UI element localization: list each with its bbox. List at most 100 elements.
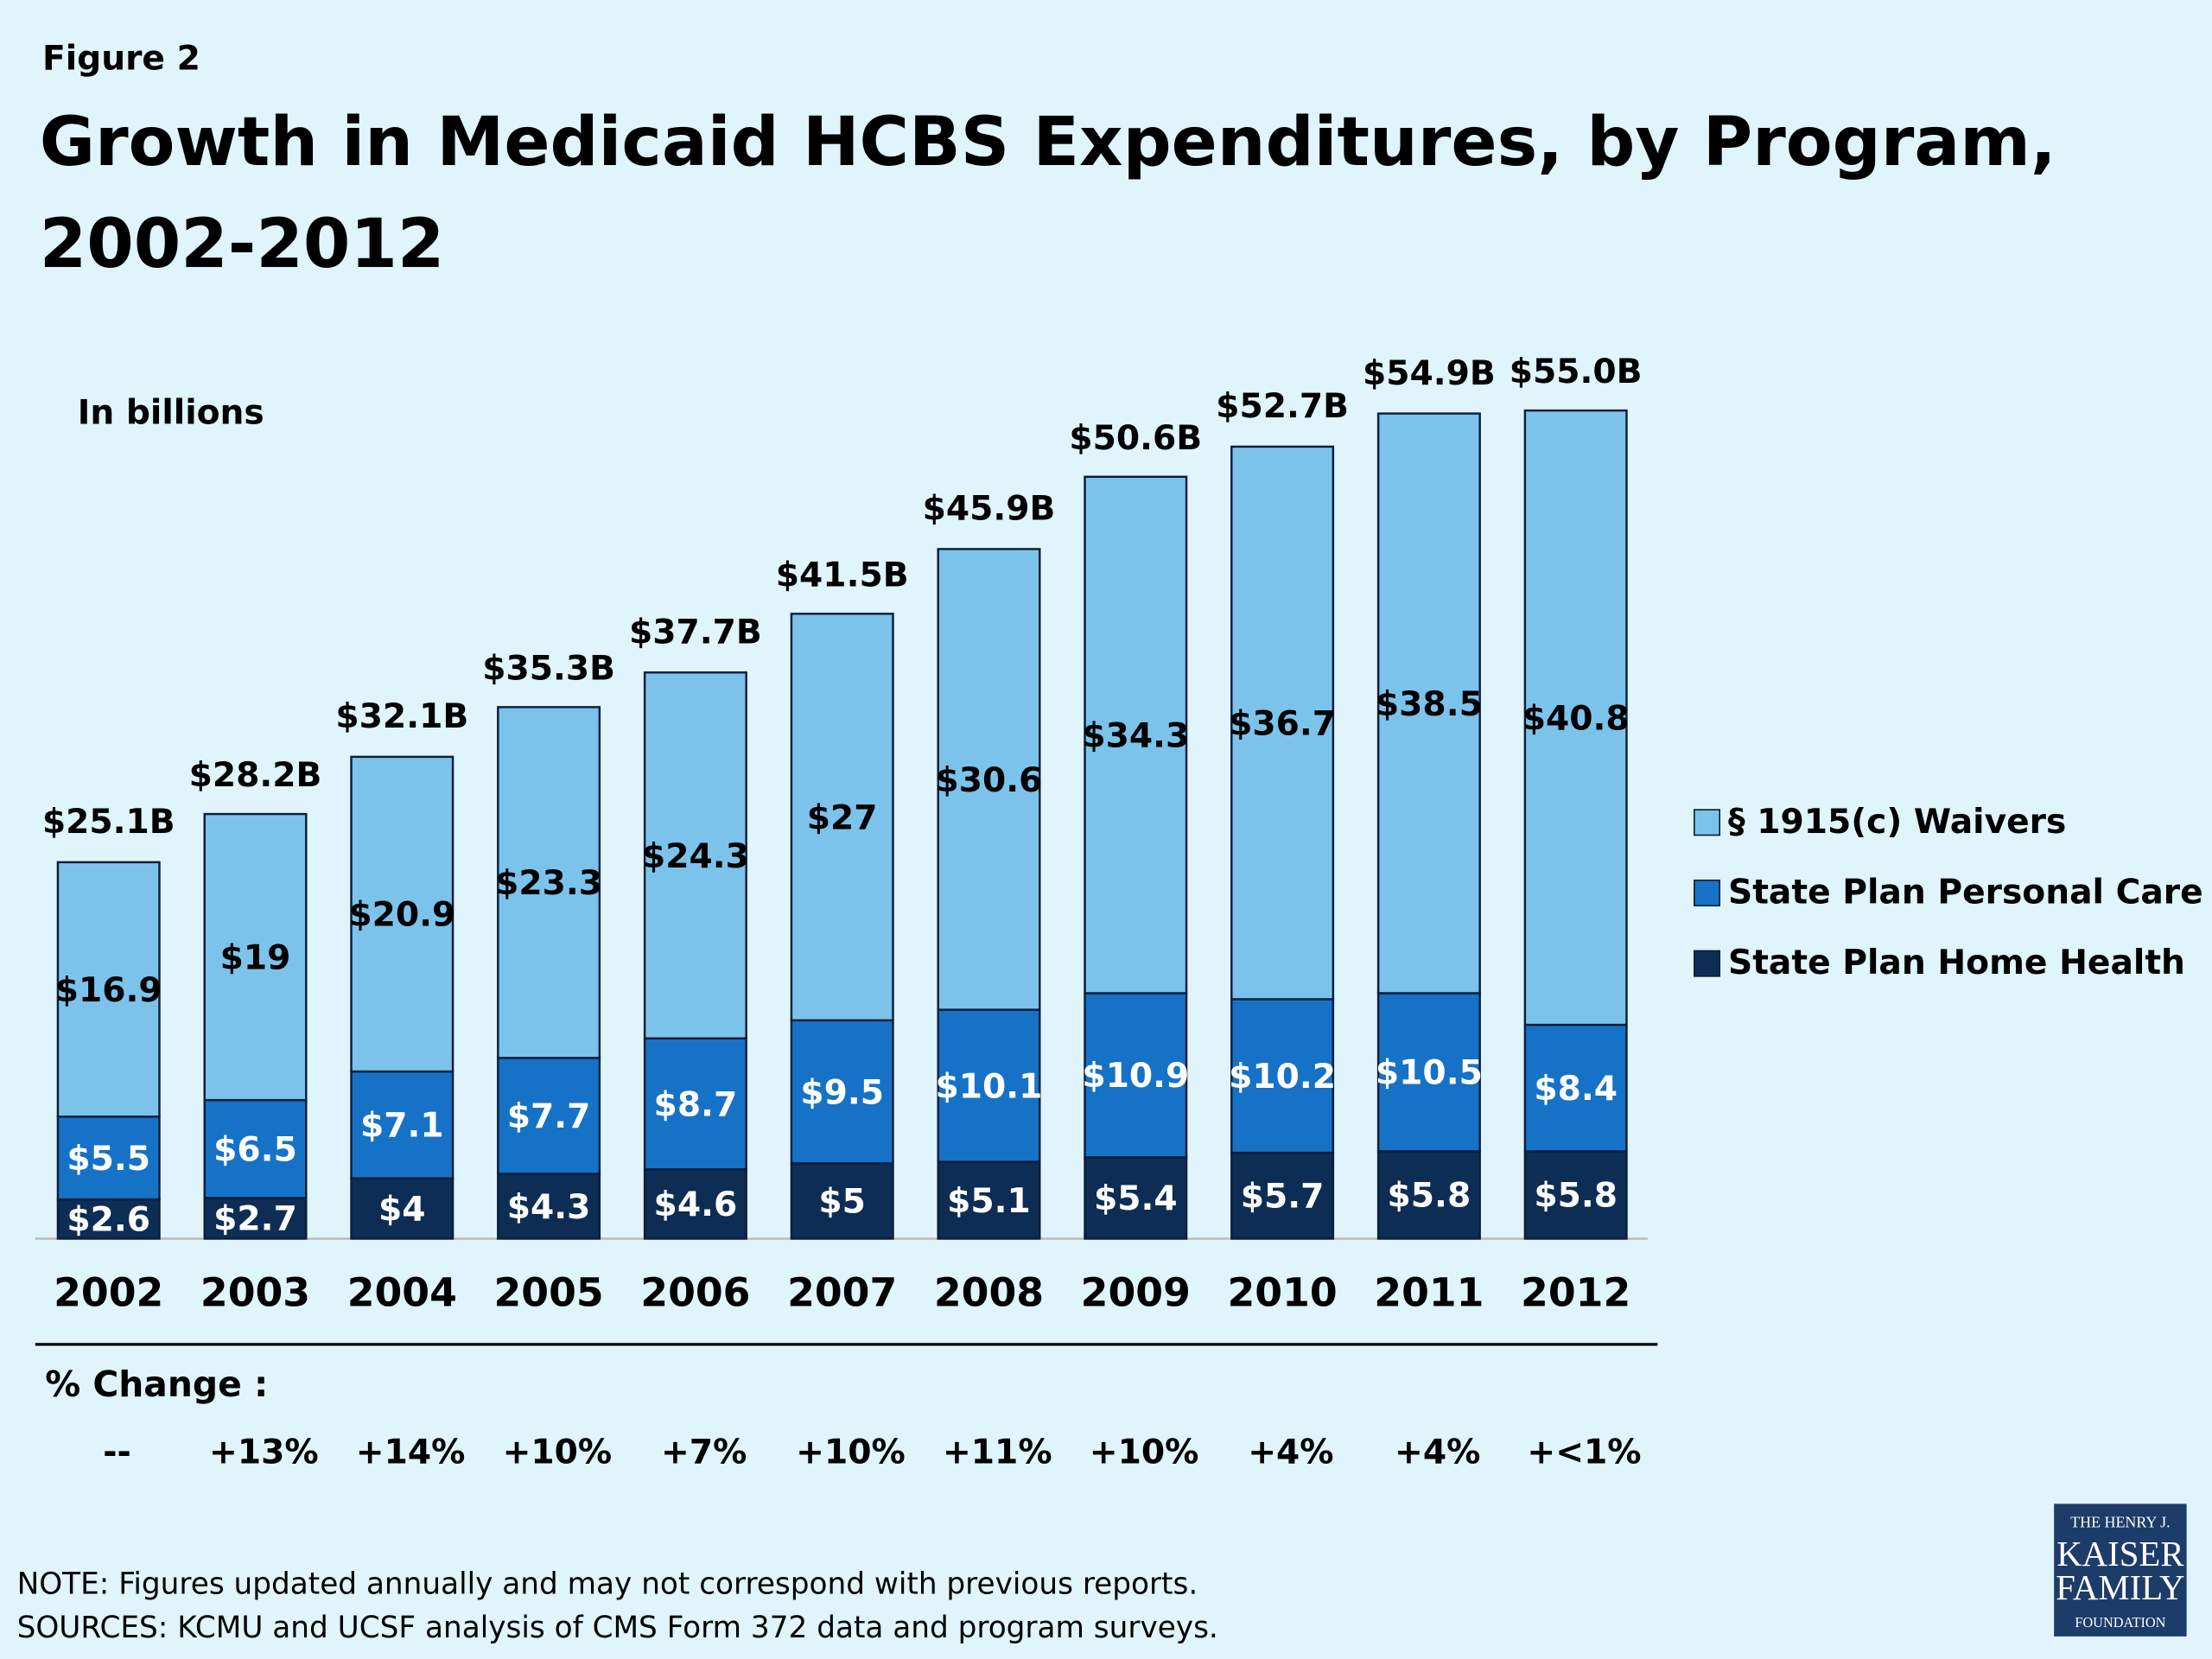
percent-change: +13% bbox=[209, 1433, 319, 1472]
segment-label: $6.5 bbox=[213, 1131, 297, 1170]
segment-label: $10.9 bbox=[1082, 1057, 1189, 1096]
bar-segment bbox=[1084, 1156, 1188, 1240]
segment-label: $2.7 bbox=[213, 1200, 297, 1239]
x-tick-label: 2006 bbox=[640, 1269, 750, 1315]
bar-segment bbox=[56, 1198, 161, 1240]
bar-segment bbox=[1376, 992, 1481, 1153]
total-label: $55.0B bbox=[1510, 353, 1643, 391]
percent-change: +10% bbox=[796, 1433, 906, 1472]
bar-segment bbox=[1523, 1150, 1628, 1240]
logo-text: KAISER bbox=[2056, 1535, 2184, 1573]
segment-label: $24.3 bbox=[642, 837, 749, 876]
logo-text: FAMILY bbox=[2056, 1568, 2184, 1607]
total-label: $45.9B bbox=[923, 490, 1056, 529]
unit-label: In billions bbox=[78, 394, 264, 433]
total-label: $25.1B bbox=[42, 803, 175, 842]
percent-change: +7% bbox=[661, 1433, 747, 1472]
x-tick-label: 2008 bbox=[934, 1269, 1044, 1315]
x-tick-label: 2003 bbox=[200, 1269, 310, 1315]
bar-segment bbox=[643, 671, 747, 1039]
percent-change: +10% bbox=[503, 1433, 613, 1472]
segment-label: $20.9 bbox=[348, 896, 455, 935]
segment-label: $2.6 bbox=[67, 1201, 150, 1240]
percent-change: +14% bbox=[356, 1433, 466, 1472]
x-tick-label: 2005 bbox=[494, 1269, 604, 1315]
legend-label: § 1915(c) Waivers bbox=[1728, 803, 2066, 842]
logo-box bbox=[2054, 1503, 2187, 1637]
bar-segment bbox=[1523, 1023, 1628, 1153]
segment-label: $5.7 bbox=[1241, 1178, 1325, 1217]
segment-label: $4.6 bbox=[654, 1185, 738, 1224]
legend-swatch bbox=[1694, 809, 1721, 836]
bar-segment bbox=[1230, 1151, 1335, 1240]
x-tick-label: 2004 bbox=[347, 1269, 457, 1315]
chart-title: 2002-2012 bbox=[40, 205, 445, 283]
logo-text: FOUNDATION bbox=[2075, 1614, 2165, 1630]
bar-segment bbox=[497, 706, 601, 1059]
percent-change: +<1% bbox=[1527, 1433, 1641, 1472]
bar-segment bbox=[1084, 992, 1188, 1159]
sources: SOURCES: KCMU and UCSF analysis of CMS F… bbox=[17, 1611, 1218, 1645]
legend-swatch bbox=[1694, 950, 1721, 977]
segment-label: $9.5 bbox=[800, 1073, 884, 1112]
total-label: $52.7B bbox=[1216, 387, 1349, 426]
figure-label: Figure 2 bbox=[42, 40, 200, 79]
total-label: $54.9B bbox=[1363, 354, 1496, 393]
legend-label: State Plan Home Health bbox=[1728, 944, 2185, 982]
segment-label: $16.9 bbox=[55, 971, 162, 1010]
x-tick-label: 2011 bbox=[1374, 1269, 1484, 1315]
legend-label: State Plan Personal Care bbox=[1728, 874, 2203, 912]
segment-label: $5.8 bbox=[1388, 1177, 1471, 1216]
percent-change: +4% bbox=[1395, 1433, 1480, 1472]
segment-label: $5.5 bbox=[67, 1140, 150, 1179]
bar-segment bbox=[937, 548, 1041, 1011]
bar-segment bbox=[790, 613, 894, 1022]
segment-label: $4.3 bbox=[507, 1188, 591, 1227]
bar-segment bbox=[56, 1116, 161, 1201]
x-tick-label: 2007 bbox=[787, 1269, 897, 1315]
note: NOTE: Figures updated annually and may n… bbox=[17, 1567, 1198, 1602]
total-label: $35.3B bbox=[482, 649, 615, 688]
bar-segment bbox=[1523, 409, 1628, 1027]
x-tick-label: 2002 bbox=[54, 1269, 163, 1315]
bar-segment bbox=[1376, 1150, 1481, 1240]
segment-label: $5 bbox=[818, 1183, 866, 1222]
segment-label: $27 bbox=[807, 798, 878, 837]
percent-change: +4% bbox=[1248, 1433, 1333, 1472]
segment-label: $10.2 bbox=[1229, 1058, 1336, 1096]
total-label: $41.5B bbox=[776, 556, 909, 594]
bar-segment bbox=[497, 1057, 601, 1175]
segment-label: $8.4 bbox=[1534, 1070, 1618, 1109]
segment-label: $34.3 bbox=[1082, 716, 1189, 755]
segment-label: $8.7 bbox=[654, 1085, 738, 1124]
percent-change: -- bbox=[103, 1433, 131, 1472]
bar-segment bbox=[937, 1008, 1041, 1163]
segment-label: $10.5 bbox=[1376, 1054, 1483, 1093]
bar-segment bbox=[56, 861, 161, 1118]
segment-label: $5.1 bbox=[947, 1182, 1031, 1221]
segment-label: $38.5 bbox=[1376, 685, 1483, 724]
bar-segment bbox=[350, 755, 454, 1073]
segment-label: $30.6 bbox=[936, 761, 1043, 800]
total-label: $50.6B bbox=[1069, 419, 1202, 458]
x-tick-label: 2010 bbox=[1227, 1269, 1337, 1315]
segment-label: $7.1 bbox=[360, 1107, 444, 1146]
segment-label: $40.8 bbox=[1522, 699, 1630, 738]
total-label: $37.7B bbox=[629, 613, 762, 652]
percent-change: +10% bbox=[1090, 1433, 1199, 1472]
percent-change: +11% bbox=[943, 1433, 1052, 1472]
legend-swatch bbox=[1694, 879, 1721, 906]
segment-label: $5.8 bbox=[1534, 1177, 1618, 1216]
bar-segment bbox=[643, 1168, 747, 1240]
bar-segment bbox=[1230, 445, 1335, 1001]
segment-label: $23.3 bbox=[495, 864, 602, 903]
segment-label: $5.4 bbox=[1094, 1179, 1178, 1218]
bar-segment bbox=[937, 1160, 1041, 1240]
bar-segment bbox=[790, 1162, 894, 1240]
segment-label: $10.1 bbox=[936, 1067, 1043, 1106]
logo-text: THE HENRY J. bbox=[2070, 1513, 2170, 1530]
bar-segment bbox=[1084, 475, 1188, 995]
segment-label: $19 bbox=[220, 938, 291, 977]
change-label: % Change : bbox=[45, 1363, 268, 1405]
x-tick-label: 2009 bbox=[1081, 1269, 1191, 1315]
